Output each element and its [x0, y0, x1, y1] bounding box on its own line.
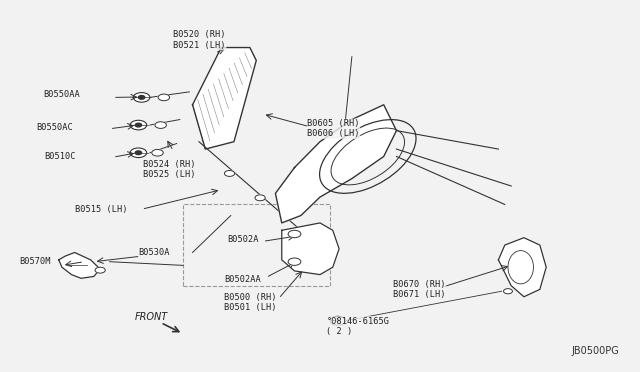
Text: B0500 (RH)
B0501 (LH): B0500 (RH) B0501 (LH)	[225, 293, 277, 312]
Text: B0502A: B0502A	[228, 235, 259, 244]
Circle shape	[152, 150, 163, 156]
Text: B0605 (RH)
B0606 (LH): B0605 (RH) B0606 (LH)	[307, 119, 360, 138]
Circle shape	[288, 258, 301, 265]
Bar	[183, 205, 330, 286]
Circle shape	[158, 94, 170, 101]
Polygon shape	[193, 48, 256, 149]
Text: B0524 (RH)
B0525 (LH): B0524 (RH) B0525 (LH)	[143, 160, 195, 179]
Circle shape	[135, 151, 141, 155]
Circle shape	[330, 316, 346, 325]
Text: B0530A: B0530A	[138, 248, 170, 257]
Text: B0510C: B0510C	[45, 152, 76, 161]
Polygon shape	[275, 105, 396, 223]
Circle shape	[133, 93, 150, 102]
Circle shape	[95, 267, 105, 273]
Circle shape	[130, 120, 147, 130]
Circle shape	[130, 148, 147, 158]
Polygon shape	[499, 238, 546, 297]
Circle shape	[155, 122, 166, 128]
Polygon shape	[282, 223, 339, 275]
Circle shape	[138, 96, 145, 99]
Text: JB0500PG: JB0500PG	[572, 346, 620, 356]
Circle shape	[288, 230, 301, 238]
Circle shape	[255, 195, 265, 201]
Text: B0520 (RH)
B0521 (LH): B0520 (RH) B0521 (LH)	[173, 31, 226, 50]
Polygon shape	[59, 253, 100, 278]
Text: B0670 (RH)
B0671 (LH): B0670 (RH) B0671 (LH)	[394, 280, 446, 299]
Text: B0515 (LH): B0515 (LH)	[75, 205, 127, 214]
Text: °08146-6165G
( 2 ): °08146-6165G ( 2 )	[326, 317, 389, 336]
Circle shape	[504, 289, 513, 294]
Text: B0550AC: B0550AC	[36, 123, 73, 132]
Text: B0502AA: B0502AA	[225, 275, 261, 283]
Text: B: B	[336, 318, 340, 323]
Circle shape	[225, 170, 235, 176]
Text: B0570M: B0570M	[19, 257, 51, 266]
Circle shape	[135, 123, 141, 127]
Text: FRONT: FRONT	[134, 312, 168, 322]
Text: B0550AA: B0550AA	[43, 90, 79, 99]
